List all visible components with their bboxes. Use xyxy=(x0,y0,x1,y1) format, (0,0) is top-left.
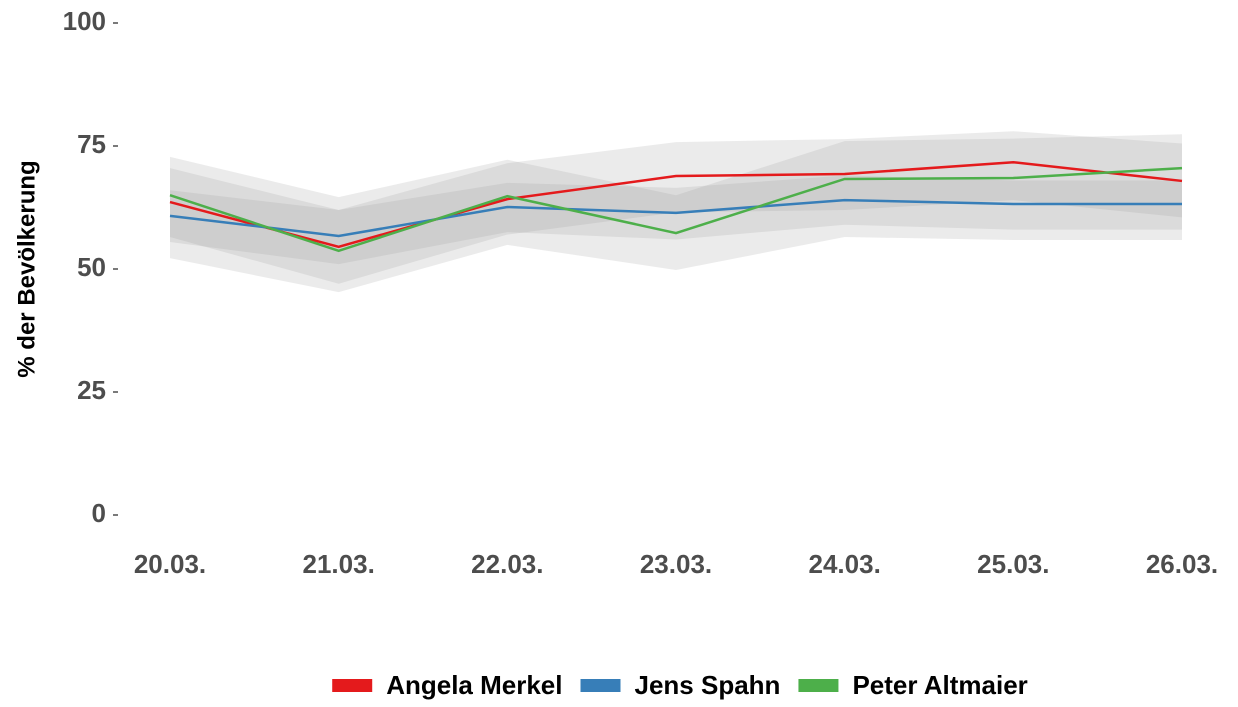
legend-label: Angela Merkel xyxy=(386,670,562,700)
x-tick-label: 22.03. xyxy=(471,549,543,579)
series-line xyxy=(169,160,1183,249)
x-tick-label: 26.03. xyxy=(1146,549,1218,579)
y-tick-label: 0 xyxy=(92,498,106,528)
legend-label: Peter Altmaier xyxy=(852,670,1027,700)
series-line xyxy=(169,198,1182,238)
y-tick-label: 50 xyxy=(77,252,106,282)
y-tick-label: 100 xyxy=(63,6,106,36)
series-line xyxy=(169,166,1183,253)
legend-swatch xyxy=(580,679,621,692)
legend-swatch xyxy=(332,679,373,692)
x-tick-label: 23.03. xyxy=(640,549,712,579)
x-tick-label: 24.03. xyxy=(809,549,881,579)
y-axis-title: % der Bevölkerung xyxy=(13,160,40,377)
x-tick-label: 20.03. xyxy=(134,549,206,579)
legend-label: Jens Spahn xyxy=(635,670,781,700)
legend-swatch xyxy=(798,679,839,692)
y-tick-label: 25 xyxy=(77,375,106,405)
confidence-band xyxy=(170,175,1182,265)
x-tick-label: 25.03. xyxy=(977,549,1049,579)
y-tick-label: 75 xyxy=(77,129,106,159)
x-tick-label: 21.03. xyxy=(303,549,375,579)
